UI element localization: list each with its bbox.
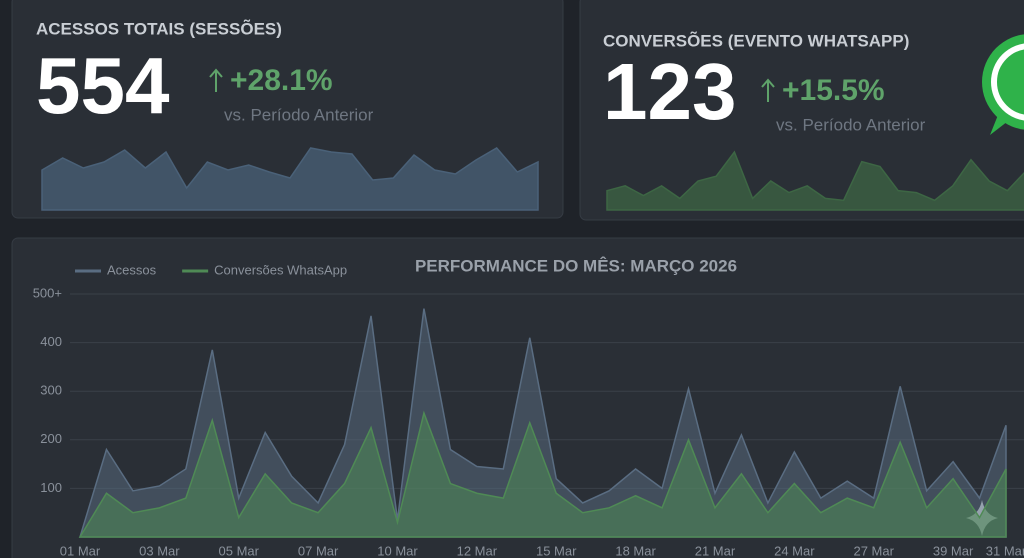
x-tick-label: 03 Mar xyxy=(139,543,180,558)
x-tick-label: 01 Mar xyxy=(60,543,101,558)
y-tick-label: 400 xyxy=(40,334,62,349)
kpi-change: +15.5% xyxy=(782,74,885,107)
kpi-value: 554 xyxy=(36,41,170,130)
x-tick-label: 24 Mar xyxy=(774,543,815,558)
card-title: ACESSOS TOTAIS (SESSÕES) xyxy=(36,18,282,38)
y-tick-label: 500+ xyxy=(33,285,62,300)
y-tick-label: 100 xyxy=(40,480,62,495)
card-title: CONVERSÕES (EVENTO WHATSAPP) xyxy=(603,30,909,50)
legend-label: Acessos xyxy=(107,262,157,277)
x-tick-label: 18 Mar xyxy=(615,543,656,558)
sparkline-area xyxy=(41,147,539,211)
x-tick-label: 15 Mar xyxy=(536,543,577,558)
y-tick-label: 200 xyxy=(40,431,62,446)
x-tick-label: 10 Mar xyxy=(377,543,418,558)
x-tick-label: 07 Mar xyxy=(298,543,339,558)
sparkline-area xyxy=(606,150,1024,211)
kpi-comparison: vs. Período Anterior xyxy=(224,105,374,124)
y-tick-label: 300 xyxy=(40,383,62,398)
series-area xyxy=(78,308,1007,538)
x-tick-label: 39 Mar xyxy=(933,543,974,558)
x-tick-label: 27 Mar xyxy=(853,543,894,558)
series-area xyxy=(78,410,1007,538)
chart-title: PERFORMANCE DO MÊS: MARÇO 2026 xyxy=(415,256,737,275)
x-tick-label: 31 Mar xyxy=(986,543,1024,558)
card-conversions xyxy=(579,0,1024,221)
x-tick-label: 12 Mar xyxy=(457,543,498,558)
x-tick-label: 05 Mar xyxy=(219,543,260,558)
kpi-comparison: vs. Período Anterior xyxy=(776,115,926,134)
up-arrow-icon xyxy=(209,68,223,92)
kpi-change: +28.1% xyxy=(230,64,333,97)
legend-label: Conversões WhatsApp xyxy=(214,262,347,277)
kpi-value: 123 xyxy=(603,47,736,136)
up-arrow-icon xyxy=(761,78,775,102)
whatsapp-icon xyxy=(982,34,1024,135)
x-tick-label: 21 Mar xyxy=(695,543,736,558)
